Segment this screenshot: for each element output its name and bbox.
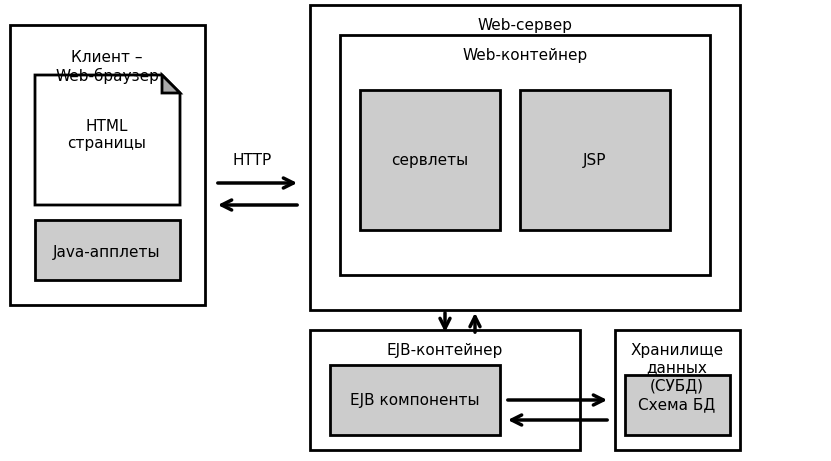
Bar [310,330,580,450]
Text: JSP: JSP [583,153,607,167]
Polygon shape [35,75,180,205]
Text: Клиент –
Web-браузер: Клиент – Web-браузер [55,50,159,84]
Bar [35,220,180,280]
Text: сервлеты: сервлеты [391,153,469,167]
Text: EJB-контейнер: EJB-контейнер [386,343,504,358]
Bar [625,375,730,435]
Bar [615,330,740,450]
Bar [520,90,670,230]
Bar [330,365,500,435]
Text: Web-контейнер: Web-контейнер [462,48,588,63]
Text: Хранилище
данных
(СУБД): Хранилище данных (СУБД) [631,343,724,393]
Polygon shape [162,75,180,93]
Text: HTML
страницы: HTML страницы [67,119,146,151]
Bar [360,90,500,230]
Bar [340,35,710,275]
Text: Java-апплеты: Java-апплеты [53,244,160,260]
Text: EJB компоненты: EJB компоненты [350,392,479,408]
Bar [10,25,205,305]
Text: Web-сервер: Web-сервер [478,18,573,33]
Bar [310,5,740,310]
Text: HTTP: HTTP [233,153,272,168]
Text: Схема БД: Схема БД [638,397,715,413]
